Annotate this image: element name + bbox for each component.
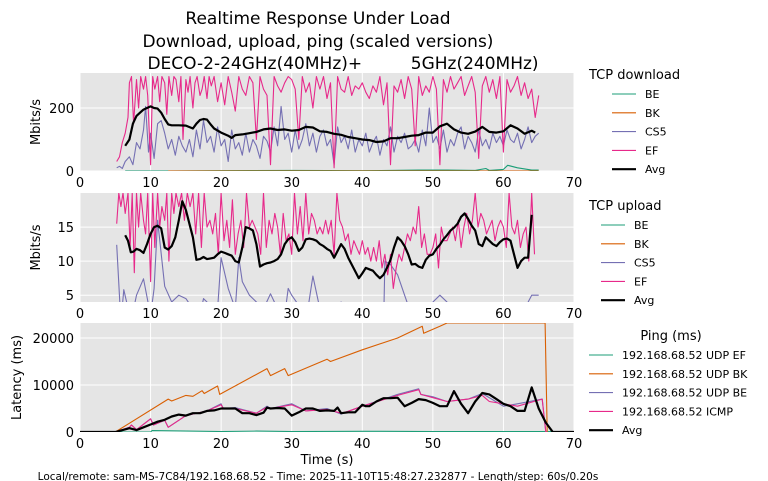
- series-line-192-168-68-52-udp-bk: [80, 323, 548, 432]
- download-panel: 0 10 20 30 40 50 60 70 0 200 Mbits/s TCP download BE…: [29, 68, 680, 191]
- x-tick-label: 0: [76, 437, 84, 452]
- x-tick-label: 40: [354, 307, 371, 322]
- plot-background: [80, 73, 574, 171]
- y-tick-label: 15: [57, 221, 74, 236]
- legend-label: BK: [645, 107, 661, 120]
- legend-label: 192.168.68.52 UDP BK: [622, 368, 748, 381]
- y-tick-label: 10000: [33, 379, 74, 394]
- y-axis-label: Mbits/s: [29, 224, 44, 270]
- series-line-avg: [80, 386, 574, 432]
- figure-title: Realtime Response Under Load Download, u…: [143, 9, 539, 74]
- x-tick-label: 50: [425, 307, 442, 322]
- legend-label: Avg: [645, 163, 665, 176]
- legend-label: BE: [634, 219, 649, 232]
- x-tick-label: 10: [142, 437, 159, 452]
- legend: TCP upload BE BK CS5 EF Avg: [588, 199, 662, 307]
- x-tick-label: 50: [425, 437, 442, 452]
- footer-info: Local/remote: sam-MS-7C84/192.168.68.52 …: [38, 471, 599, 481]
- series-line-ef: [116, 75, 540, 169]
- x-tick-label: 20: [213, 437, 230, 452]
- legend-label: CS5: [634, 257, 656, 270]
- y-tick-label: 0: [66, 165, 74, 180]
- legend-label: 192.168.68.52 UDP EF: [622, 349, 746, 362]
- legend-label: Avg: [634, 294, 654, 307]
- series-group: [116, 193, 539, 302]
- x-tick-label: 20: [213, 307, 230, 322]
- y-axis-label: Mbits/s: [29, 99, 44, 145]
- x-tick-label: 70: [566, 307, 583, 322]
- x-tick-label: 40: [354, 176, 371, 191]
- series-line-192-168-68-52-udp-ef: [80, 430, 574, 432]
- series-line-cs5: [116, 105, 540, 170]
- x-tick-label: 30: [283, 437, 300, 452]
- title-line-2: Download, upload, ping (scaled versions): [143, 32, 494, 52]
- x-axis-label: Time (s): [300, 453, 354, 468]
- series-line-avg: [124, 200, 533, 280]
- legend-title: TCP upload: [588, 199, 662, 214]
- x-tick-label: 50: [425, 176, 442, 191]
- y-axis-label: Latency (ms): [10, 335, 25, 420]
- series-line-ef: [116, 193, 536, 289]
- legend-title: Ping (ms): [640, 329, 701, 344]
- x-tick-label: 40: [354, 437, 371, 452]
- x-tick-label: 60: [495, 437, 512, 452]
- title-line-3: DECO-2-24GHz(40MHz)+ 5GHz(240MHz): [147, 54, 538, 74]
- x-tick-label: 70: [566, 176, 583, 191]
- series-line-avg: [124, 105, 536, 147]
- legend-label: 192.168.68.52 UDP BE: [622, 387, 747, 400]
- x-tick-label: 10: [142, 307, 159, 322]
- series-group: [116, 75, 540, 171]
- legend: TCP download BE BK CS5 EF Avg: [588, 68, 680, 176]
- legend: Ping (ms) 192.168.68.52 UDP EF 192.168.68.…: [589, 329, 748, 437]
- x-tick-label: 70: [566, 437, 583, 452]
- legend-title: TCP download: [588, 68, 680, 83]
- x-tick-label: 0: [76, 307, 84, 322]
- upload-panel: 0 10 20 30 40 50 60 70 5 10 15 Mbits/s TCP upload BE B…: [29, 193, 662, 322]
- x-tick-label: 20: [213, 176, 230, 191]
- legend-label: 192.168.68.52 ICMP: [622, 405, 733, 418]
- x-tick-label: 30: [283, 176, 300, 191]
- series-line-cs5: [116, 219, 539, 302]
- y-tick-label: 20000: [33, 332, 74, 347]
- x-tick-label: 10: [142, 176, 159, 191]
- ping-panel: 0 10 20 30 40 50 60 70 0 10000 20000 Latency (ms) Ti…: [10, 323, 748, 468]
- title-line-1: Realtime Response Under Load: [185, 9, 450, 29]
- legend-label: BE: [645, 88, 660, 101]
- legend-label: CS5: [645, 126, 667, 139]
- x-tick-label: 0: [76, 176, 84, 191]
- y-tick-label: 10: [57, 255, 74, 270]
- plot-background: [80, 323, 574, 432]
- x-tick-label: 60: [495, 176, 512, 191]
- legend-label: EF: [645, 144, 658, 157]
- y-tick-label: 0: [66, 426, 74, 441]
- series-group: [80, 323, 574, 432]
- x-tick-label: 60: [495, 307, 512, 322]
- legend-label: BK: [634, 238, 650, 251]
- legend-label: Avg: [622, 424, 642, 437]
- legend-label: EF: [634, 275, 647, 288]
- y-tick-label: 5: [66, 289, 74, 304]
- x-tick-label: 30: [283, 307, 300, 322]
- y-tick-label: 200: [49, 102, 74, 117]
